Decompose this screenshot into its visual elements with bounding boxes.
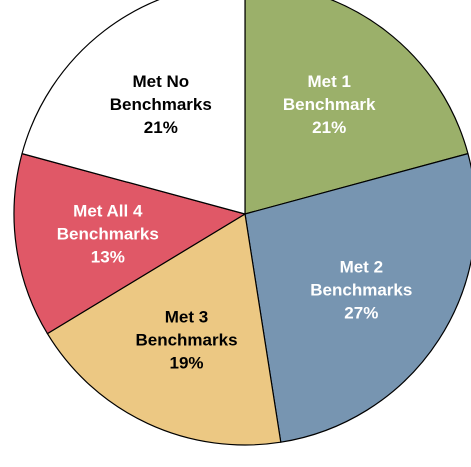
pie-label-percent: 19% xyxy=(169,354,203,373)
pie-slice-met-no-benchmarks xyxy=(21,0,246,215)
pie-label-met-no-benchmarks: Met No Benchmarks 21% xyxy=(110,72,212,137)
pie-label-met-all-4-benchmarks: Met All 4 Benchmarks 13% xyxy=(57,201,159,266)
pie-label-line: Met 1 xyxy=(307,72,350,91)
pie-label-line: Met 2 xyxy=(340,257,383,276)
pie-label-line: Met 3 xyxy=(165,308,208,327)
pie-label-met-3-benchmarks: Met 3 Benchmarks 19% xyxy=(135,308,237,373)
pie-label-line: Benchmarks xyxy=(135,331,237,350)
pie-label-percent: 27% xyxy=(344,303,378,322)
pie-slice-met-3-benchmarks xyxy=(46,213,282,446)
pie-label-percent: 13% xyxy=(91,247,125,266)
pie-slices xyxy=(13,0,471,446)
pie-labels: Met 1 Benchmark 21% Met 2 Benchmarks 27% Met 3… xyxy=(57,72,413,373)
pie-label-line: Met All 4 xyxy=(73,201,143,220)
pie-label-line: Benchmarks xyxy=(110,95,212,114)
pie-label-percent: 21% xyxy=(144,118,178,137)
pie-slice-met-1-benchmark xyxy=(244,0,469,215)
pie-slice-met-2-benchmarks xyxy=(244,153,471,443)
pie-label-line: Benchmark xyxy=(283,95,376,114)
pie-label-met-2-benchmarks: Met 2 Benchmarks 27% xyxy=(310,257,412,322)
pie-label-percent: 21% xyxy=(312,118,346,137)
pie-label-met-1-benchmark: Met 1 Benchmark 21% xyxy=(283,72,376,137)
pie-label-line: Benchmarks xyxy=(310,280,412,299)
pie-label-line: Met No xyxy=(132,72,189,91)
pie-label-line: Benchmarks xyxy=(57,224,159,243)
